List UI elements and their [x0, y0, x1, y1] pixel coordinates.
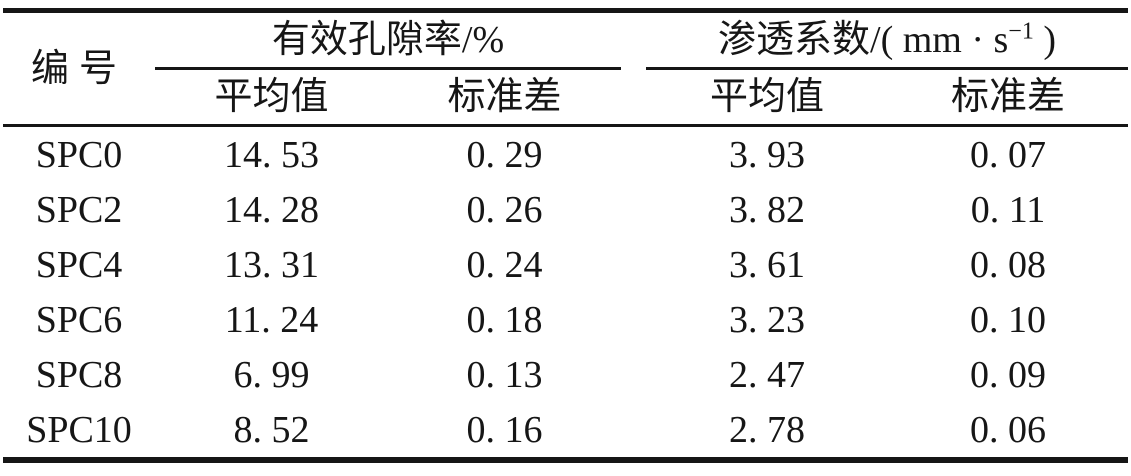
sub-header-permeability-std: 标准差 [888, 68, 1129, 127]
permeability-mean-value: 3. 61 [729, 243, 805, 286]
sub-header-porosity-std: 标准差 [388, 68, 621, 127]
permeability-mean-value: 2. 78 [729, 408, 805, 451]
porosity-std-value: 0. 16 [466, 408, 543, 451]
permeability-std-value: 0. 06 [970, 408, 1046, 451]
group-gap-cell [621, 347, 646, 402]
porosity-std-value: 0. 13 [466, 353, 543, 396]
specimen-id: SPC0 [35, 133, 123, 176]
porosity-mean-value: 6. 99 [233, 353, 310, 396]
table-row: SPC4 13. 31 0. 24 3. 61 0. 08 [3, 237, 1128, 292]
group-gap-spacer [621, 10, 646, 127]
permeability-label-prefix: 渗透系数/( mm · s [718, 19, 1009, 61]
porosity-std-value: 0. 18 [466, 298, 543, 341]
porosity-mean-value: 14. 28 [224, 188, 319, 231]
porosity-std-value: 0. 24 [466, 243, 543, 286]
group-header-permeability: 渗透系数/( mm · s−1 ) [646, 10, 1129, 70]
permeability-std-value: 0. 11 [970, 188, 1046, 231]
specimen-id: SPC4 [35, 243, 123, 286]
table-row: SPC0 14. 53 0. 29 3. 93 0. 07 [3, 126, 1128, 183]
porosity-mean-value: 11. 24 [224, 298, 319, 341]
permeability-mean-value: 2. 47 [729, 353, 805, 396]
group-gap-cell [621, 237, 646, 292]
permeability-std-value: 0. 10 [970, 298, 1046, 341]
porosity-mean-value: 8. 52 [233, 408, 310, 451]
porosity-mean-value: 14. 53 [224, 133, 319, 176]
porosity-std-value: 0. 29 [466, 133, 543, 176]
permeability-mean-value: 3. 23 [729, 298, 805, 341]
permeability-label-suffix: ) [1033, 19, 1056, 61]
table-row: SPC2 14. 28 0. 26 3. 82 0. 11 [3, 182, 1128, 237]
sub-header-row: 平均值 标准差 平均值 标准差 [3, 68, 1129, 127]
permeability-label-superscript: −1 [1008, 18, 1034, 45]
permeability-std-value: 0. 09 [970, 353, 1046, 396]
group-gap-cell [621, 402, 646, 460]
group-gap-cell [621, 292, 646, 347]
column-header-id: 编号 [3, 10, 155, 127]
permeability-std-value: 0. 07 [970, 133, 1046, 176]
specimen-id: SPC6 [35, 298, 123, 341]
table-row: SPC8 6. 99 0. 13 2. 47 0. 09 [3, 347, 1128, 402]
sub-header-permeability-mean: 平均值 [646, 68, 888, 127]
table-row: SPC10 8. 52 0. 16 2. 78 0. 06 [3, 402, 1128, 460]
specimen-id: SPC8 [35, 353, 123, 396]
sub-header-porosity-mean: 平均值 [155, 68, 388, 127]
permeability-std-value: 0. 08 [970, 243, 1046, 286]
porosity-mean-value: 13. 31 [224, 243, 319, 286]
permeability-mean-value: 3. 93 [729, 133, 805, 176]
specimen-id: SPC10 [26, 408, 132, 451]
specimen-id: SPC2 [35, 188, 123, 231]
group-gap-cell [621, 182, 646, 237]
table-row: SPC6 11. 24 0. 18 3. 23 0. 10 [3, 292, 1128, 347]
permeability-mean-value: 3. 82 [729, 188, 805, 231]
group-gap-cell [621, 126, 646, 183]
group-header-porosity: 有效孔隙率/% [155, 10, 621, 70]
group-header-row: 编号 有效孔隙率/% 渗透系数/( mm · s−1 ) [3, 10, 1129, 127]
porosity-std-value: 0. 26 [466, 188, 543, 231]
results-table: 编号 有效孔隙率/% 渗透系数/( mm · s−1 ) 平均值 标准差 平均值… [3, 8, 1129, 463]
